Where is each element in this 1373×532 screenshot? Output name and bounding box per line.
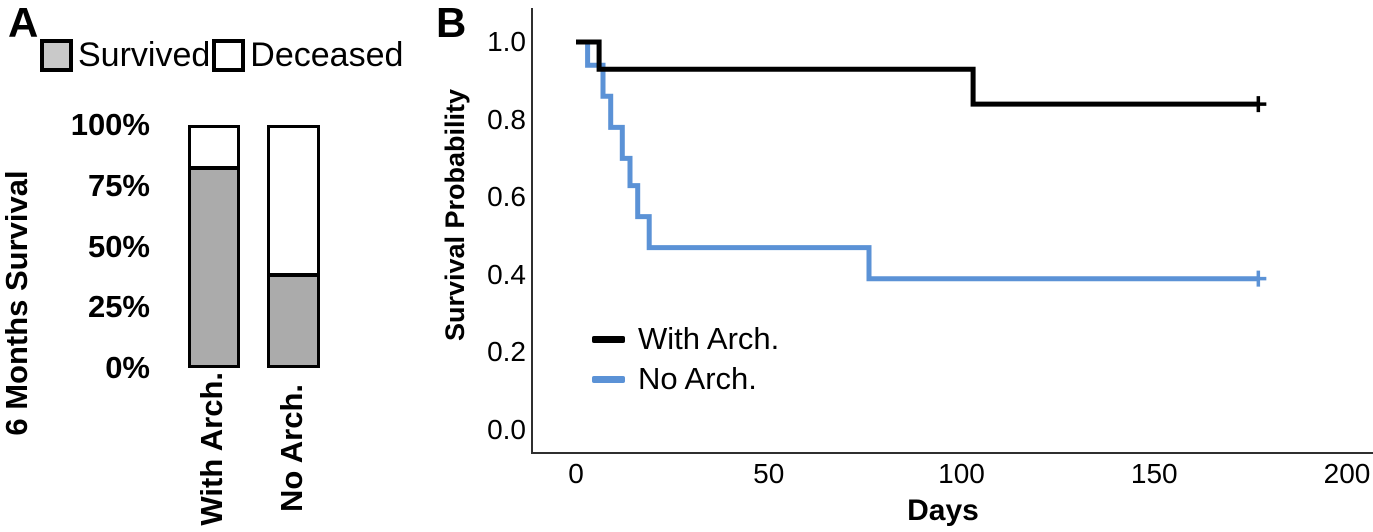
with-arch-curve <box>576 39 1259 107</box>
panel-b-label: B <box>436 0 467 46</box>
panel-b-xtick-0: 0 <box>568 458 584 489</box>
deceased-legend-label: Deceased <box>250 36 404 74</box>
panel-a-ytick-25%: 25% <box>87 289 150 325</box>
panel-b-y-axis-line <box>531 8 533 454</box>
panel-b-xtick-150: 150 <box>1130 458 1178 489</box>
with-arch-line-icon <box>592 335 625 343</box>
bar-no-arch <box>267 125 320 368</box>
survived-swatch-icon <box>40 38 73 72</box>
bar-no-arch-survived-fill <box>270 272 317 365</box>
panel-b-x-axis-title: Days <box>907 494 979 527</box>
panel-b-xtick-200: 200 <box>1323 458 1371 489</box>
panel-b-legend-row-no-arch: No Arch. <box>592 362 757 396</box>
panel-b-ytick-0.4: 0.4 <box>487 258 526 290</box>
survived-legend-label: Survived <box>78 36 211 74</box>
deceased-swatch-icon <box>212 38 246 72</box>
no-arch-line-icon <box>592 375 625 383</box>
panel-b-ytick-0.2: 0.2 <box>487 336 526 368</box>
panel-b-ytick-1.0: 1.0 <box>487 26 526 57</box>
panel-a-ytick-50%: 50% <box>87 228 150 264</box>
panel-b-x-axis-line <box>531 452 1373 454</box>
with-arch-censor-mark <box>1250 96 1267 113</box>
panel-a-ytick-100%: 100% <box>70 107 150 142</box>
panel-b-ytick-0.8: 0.8 <box>487 103 526 135</box>
bar-no-arch-category-label: No Arch. <box>274 384 309 513</box>
no-arch-legend-label: No Arch. <box>638 361 757 396</box>
with-arch-legend-label: With Arch. <box>638 321 780 356</box>
panel-a-legend: Survived Deceased <box>40 37 405 73</box>
panel-b-legend-row-with-arch: With Arch. <box>592 322 779 356</box>
panel-b-xtick-100: 100 <box>938 458 985 489</box>
bar-with-arch-survived-fill <box>191 165 237 365</box>
no-arch-curve <box>576 39 1259 282</box>
panel-b-ytick-0.6: 0.6 <box>487 181 526 213</box>
panel-a-ytick-75%: 75% <box>87 167 150 203</box>
bar-with-arch <box>188 125 240 368</box>
panel-a-label: A <box>8 0 39 46</box>
no-arch-censor-mark <box>1250 270 1267 287</box>
panel-a-ytick-0%: 0% <box>105 350 150 385</box>
panel-b-ytick-0.0: 0.0 <box>487 414 526 445</box>
panel-b-xtick-50: 50 <box>753 458 785 489</box>
bar-with-arch-category-label: With Arch. <box>194 372 229 526</box>
